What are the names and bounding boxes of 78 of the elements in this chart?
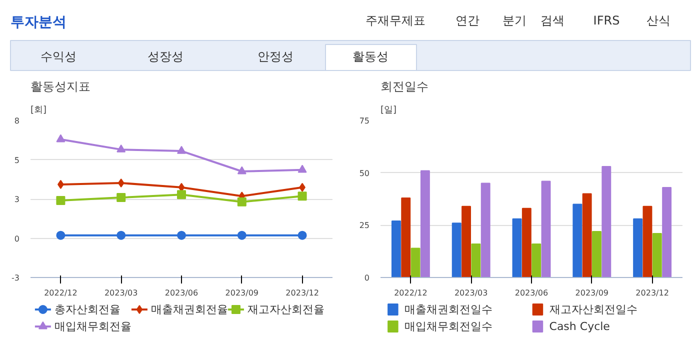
y-tick-label: 25: [359, 221, 370, 230]
legend-label: 매입채무회전일수: [404, 320, 492, 333]
point: [298, 230, 307, 240]
bar: [391, 220, 401, 278]
x-tick-label: 2023/03: [454, 288, 488, 298]
text: 분기: [502, 14, 526, 28]
chart-title: 활동성지표: [30, 80, 90, 94]
point: [237, 197, 246, 206]
text: 산식: [646, 14, 670, 28]
bar: [462, 206, 471, 278]
bar: [480, 182, 490, 278]
bar: [532, 244, 542, 278]
x-tick-label: 2023/12: [286, 288, 319, 298]
text: 연간: [456, 14, 480, 28]
point: [177, 146, 186, 154]
point: [56, 196, 66, 205]
legend-label: 재고자산회전율: [248, 303, 325, 316]
x-tick-label: 2023/06: [164, 288, 198, 298]
legend-label: 매입채무회전율: [54, 320, 132, 333]
point: [118, 178, 124, 188]
point: [116, 230, 126, 240]
point: [56, 230, 66, 240]
y-tick-label: 0: [364, 274, 370, 282]
x-tick-label: 2023/09: [575, 288, 609, 298]
point: [116, 144, 126, 152]
bar: [410, 248, 420, 278]
y-axis-title: [일]: [380, 106, 397, 116]
y-tick-label: 50: [359, 168, 370, 178]
text: 주재무제표: [366, 14, 426, 28]
bar: [642, 206, 652, 278]
x-tick-label: 2023/09: [225, 288, 259, 298]
bar: [401, 197, 411, 278]
x-tick-label: 2022/12: [44, 288, 78, 298]
text: IFRS: [593, 14, 620, 28]
y-tick-label: -3: [12, 274, 20, 282]
point: [237, 166, 246, 174]
text: 성장성: [148, 50, 184, 64]
legend-label: Cash Cycle: [549, 320, 610, 333]
bar: [662, 186, 672, 278]
bar: [420, 170, 430, 278]
chart-title: 회전일수: [380, 80, 428, 94]
point: [116, 193, 126, 202]
bar: [572, 204, 582, 278]
text: 투자분석: [10, 14, 66, 30]
point: [177, 190, 186, 200]
text: 검색: [540, 14, 564, 28]
bar: [471, 244, 481, 278]
y-axis-title: [회]: [30, 106, 47, 116]
x-tick-label: 2022/12: [394, 288, 428, 298]
legend-label: 재고자산회전일수: [549, 303, 638, 316]
bar: [522, 208, 532, 278]
point: [298, 164, 307, 173]
x-tick-label: 2023/06: [514, 288, 548, 298]
point: [298, 192, 307, 201]
bar: [541, 180, 551, 278]
point: [177, 230, 186, 240]
point: [56, 134, 66, 142]
bar: [592, 230, 602, 278]
bar: [633, 218, 643, 278]
x-tick-label: 2023/12: [636, 288, 669, 298]
bar: [652, 233, 662, 278]
y-tick-label: 8: [14, 116, 20, 126]
bar: [452, 222, 462, 278]
legend-label: 총자산회전율: [54, 303, 120, 316]
text: 활동성: [352, 50, 388, 64]
bar: [602, 166, 612, 278]
bar: [582, 193, 592, 278]
legend-label: 매출채권회전율: [151, 303, 228, 316]
y-tick-label: 5: [14, 156, 20, 165]
point: [237, 230, 246, 240]
bar: [512, 218, 522, 278]
x-tick-label: 2023/03: [104, 288, 138, 298]
text: 수익성: [40, 50, 76, 64]
y-tick-label: 3: [14, 195, 20, 204]
text: 안정성: [258, 50, 294, 64]
y-tick-label: 75: [359, 116, 370, 126]
y-tick-label: 0: [14, 234, 20, 244]
legend-label: 매출채권회전일수: [404, 303, 492, 316]
